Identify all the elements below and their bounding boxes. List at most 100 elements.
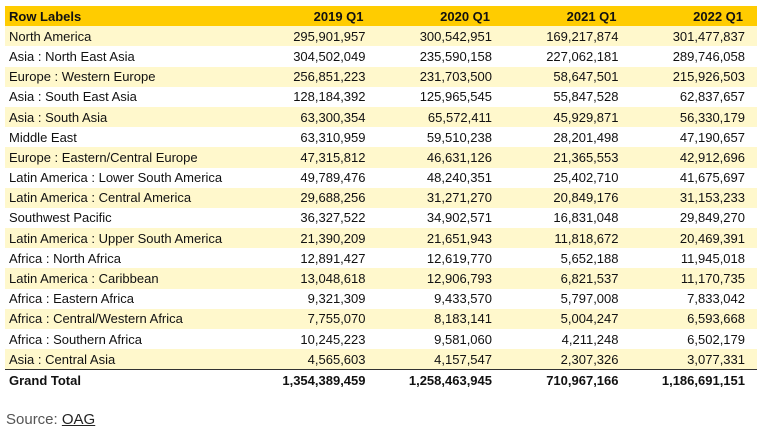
- value-cell-2019-q1: 63,310,959: [251, 127, 378, 148]
- row-label-cell: Southwest Pacific: [5, 207, 251, 229]
- row-label-cell: Latin America : Upper South America: [5, 228, 251, 249]
- value-cell-2021-q1: 227,062,181: [504, 46, 631, 67]
- value-cell-2019-q1: 10,245,223: [251, 329, 378, 350]
- value-cell-2019-q1: 256,851,223: [251, 66, 378, 87]
- header-2019-q1[interactable]: 2019 Q1: [251, 6, 378, 27]
- value-cell-2022-q1: 29,849,270: [630, 207, 757, 229]
- value-cell-2020-q1: 235,590,158: [377, 46, 504, 67]
- value-cell-2021-q1: 11,818,672: [504, 228, 631, 249]
- header-2021-q1[interactable]: 2021 Q1: [504, 6, 631, 27]
- table-body: North America 295,901,957 300,542,951 169,2…: [5, 26, 757, 370]
- value-cell-2020-q1: 12,619,770: [377, 248, 504, 269]
- table-row: Asia : Central Asia 4,565,603 4,157,547 2,3…: [5, 349, 757, 370]
- row-label-cell: Europe : Western Europe: [5, 66, 251, 87]
- value-cell-2021-q1: 2,307,326: [504, 349, 631, 370]
- value-cell-2022-q1: 289,746,058: [630, 46, 757, 67]
- row-label-cell: Africa : Central/Western Africa: [5, 308, 251, 329]
- row-label-cell: North America: [5, 26, 251, 47]
- value-cell-2021-q1: 45,929,871: [504, 106, 631, 128]
- source-caption: Source: OAG: [6, 411, 95, 428]
- grand-total-row: Grand Total 1,354,389,459 1,258,463,945 …: [5, 369, 757, 391]
- value-cell-2021-q1: 28,201,498: [504, 127, 631, 148]
- table-row: Europe : Western Europe 256,851,223 231,70…: [5, 66, 757, 87]
- value-cell-2019-q1: 49,789,476: [251, 167, 378, 188]
- value-cell-2019-q1: 12,891,427: [251, 248, 378, 269]
- value-cell-2022-q1: 31,153,233: [630, 187, 757, 208]
- table-row: Asia : South East Asia 128,184,392 125,965…: [5, 86, 757, 107]
- value-cell-2021-q1: 58,647,501: [504, 66, 631, 87]
- value-cell-2020-q1: 21,651,943: [377, 228, 504, 249]
- value-cell-2020-q1: 4,157,547: [377, 349, 504, 370]
- value-cell-2019-q1: 4,565,603: [251, 349, 378, 370]
- table-row: Africa : Eastern Africa 9,321,309 9,433,57…: [5, 288, 757, 309]
- header-2022-q1[interactable]: 2022 Q1: [630, 6, 757, 27]
- row-label-cell: Asia : South East Asia: [5, 86, 251, 107]
- row-label-cell: Africa : North Africa: [5, 248, 251, 269]
- table-row: Europe : Eastern/Central Europe 47,315,81…: [5, 147, 757, 168]
- value-cell-2020-q1: 9,433,570: [377, 288, 504, 309]
- value-cell-2021-q1: 55,847,528: [504, 86, 631, 107]
- value-cell-2019-q1: 36,327,522: [251, 207, 378, 229]
- table-row: Asia : North East Asia 304,502,049 235,590…: [5, 46, 757, 67]
- value-cell-2020-q1: 46,631,126: [377, 147, 504, 168]
- table-row: Southwest Pacific 36,327,522 34,902,571 16,…: [5, 207, 757, 229]
- value-cell-2022-q1: 62,837,657: [630, 86, 757, 107]
- grand-total-label: Grand Total: [5, 369, 251, 391]
- table-row: North America 295,901,957 300,542,951 169,2…: [5, 26, 757, 47]
- source-prefix: Source:: [6, 411, 62, 428]
- table-row: Middle East 63,310,959 59,510,238 28,201,49…: [5, 127, 757, 148]
- value-cell-2020-q1: 65,572,411: [377, 106, 504, 128]
- value-cell-2019-q1: 29,688,256: [251, 187, 378, 208]
- source-link[interactable]: OAG: [61, 411, 96, 428]
- value-cell-2020-q1: 300,542,951: [377, 26, 504, 47]
- data-table-container: Row Labels 2019 Q1 2020 Q1 2021 Q1 2022 …: [5, 6, 757, 391]
- value-cell-2022-q1: 11,945,018: [630, 248, 757, 269]
- row-label-cell: Africa : Southern Africa: [5, 329, 251, 350]
- table-row: Africa : Southern Africa 10,245,223 9,581,…: [5, 329, 757, 350]
- value-cell-2022-q1: 11,170,735: [630, 268, 757, 289]
- grand-total-2020-q1: 1,258,463,945: [377, 369, 504, 391]
- value-cell-2020-q1: 48,240,351: [377, 167, 504, 188]
- value-cell-2022-q1: 7,833,042: [630, 288, 757, 309]
- value-cell-2021-q1: 20,849,176: [504, 187, 631, 208]
- value-cell-2019-q1: 47,315,812: [251, 147, 378, 168]
- row-label-cell: Latin America : Caribbean: [5, 268, 251, 289]
- value-cell-2019-q1: 128,184,392: [251, 86, 378, 107]
- value-cell-2019-q1: 304,502,049: [251, 46, 378, 67]
- table-row: Latin America : Caribbean 13,048,618 12,90…: [5, 268, 757, 289]
- value-cell-2021-q1: 169,217,874: [504, 26, 631, 47]
- value-cell-2020-q1: 12,906,793: [377, 268, 504, 289]
- value-cell-2021-q1: 5,797,008: [504, 288, 631, 309]
- table-row: Asia : South Asia 63,300,354 65,572,411 45,…: [5, 106, 757, 128]
- value-cell-2022-q1: 215,926,503: [630, 66, 757, 87]
- value-cell-2022-q1: 56,330,179: [630, 106, 757, 128]
- value-cell-2022-q1: 47,190,657: [630, 127, 757, 148]
- value-cell-2021-q1: 4,211,248: [504, 329, 631, 350]
- value-cell-2021-q1: 6,821,537: [504, 268, 631, 289]
- header-2020-q1[interactable]: 2020 Q1: [377, 6, 504, 27]
- grand-total-2021-q1: 710,967,166: [504, 369, 631, 391]
- row-label-cell: Europe : Eastern/Central Europe: [5, 147, 251, 168]
- value-cell-2020-q1: 231,703,500: [377, 66, 504, 87]
- header-row: Row Labels 2019 Q1 2020 Q1 2021 Q1 2022 …: [5, 6, 757, 27]
- value-cell-2019-q1: 7,755,070: [251, 308, 378, 329]
- row-label-cell: Middle East: [5, 127, 251, 148]
- value-cell-2022-q1: 20,469,391: [630, 228, 757, 249]
- value-cell-2020-q1: 8,183,141: [377, 308, 504, 329]
- value-cell-2022-q1: 6,502,179: [630, 329, 757, 350]
- table-row: Africa : North Africa 12,891,427 12,619,77…: [5, 248, 757, 269]
- row-label-cell: Latin America : Central America: [5, 187, 251, 208]
- value-cell-2020-q1: 9,581,060: [377, 329, 504, 350]
- row-label-cell: Asia : North East Asia: [5, 46, 251, 67]
- value-cell-2020-q1: 125,965,545: [377, 86, 504, 107]
- header-row-labels[interactable]: Row Labels: [5, 6, 251, 27]
- value-cell-2019-q1: 21,390,209: [251, 228, 378, 249]
- value-cell-2019-q1: 63,300,354: [251, 106, 378, 128]
- value-cell-2021-q1: 21,365,553: [504, 147, 631, 168]
- table-row: Latin America : Upper South America 21,39…: [5, 228, 757, 249]
- value-cell-2019-q1: 13,048,618: [251, 268, 378, 289]
- value-cell-2022-q1: 3,077,331: [630, 349, 757, 370]
- value-cell-2020-q1: 34,902,571: [377, 207, 504, 229]
- grand-total-2019-q1: 1,354,389,459: [251, 369, 378, 391]
- value-cell-2021-q1: 25,402,710: [504, 167, 631, 188]
